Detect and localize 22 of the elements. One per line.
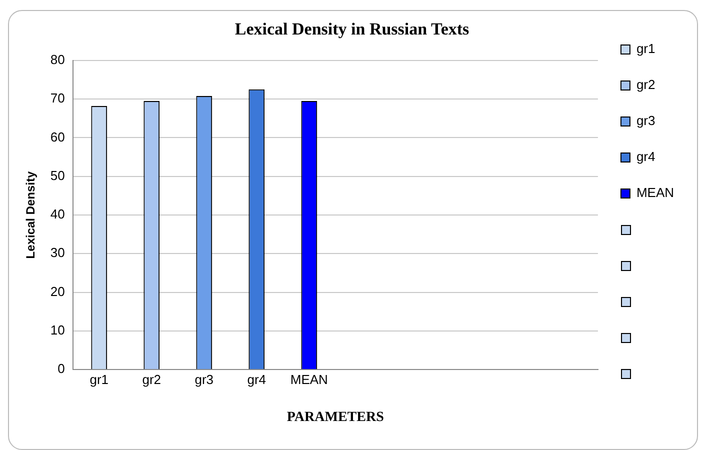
legend-label: gr4 [636, 149, 656, 164]
legend-label: gr3 [636, 113, 656, 128]
legend-label: MEAN [636, 185, 674, 200]
y-tick-label: 70 [50, 90, 65, 106]
y-tick-label: 20 [50, 284, 65, 299]
legend-label: gr1 [636, 41, 656, 56]
x-tick-label: gr1 [90, 372, 109, 387]
x-tick-label: gr2 [142, 372, 162, 387]
chart-title: Lexical Density in Russian Texts [234, 20, 470, 39]
y-axis-title: Lexical Density [24, 170, 38, 259]
y-tick-label: 30 [50, 245, 65, 260]
y-tick-label: 0 [58, 361, 65, 376]
x-tick-label: gr4 [247, 372, 266, 387]
y-tick-label: 50 [50, 168, 65, 183]
y-tick-label: 60 [50, 129, 65, 144]
x-tick-label: MEAN [290, 372, 328, 387]
x-axis-title: PARAMETERS [286, 410, 384, 426]
y-tick-label: 10 [50, 322, 65, 338]
y-tick-label: 80 [50, 52, 65, 67]
legend-label: gr2 [636, 77, 656, 92]
y-tick-label: 40 [50, 206, 65, 222]
x-tick-label: gr3 [194, 372, 214, 387]
